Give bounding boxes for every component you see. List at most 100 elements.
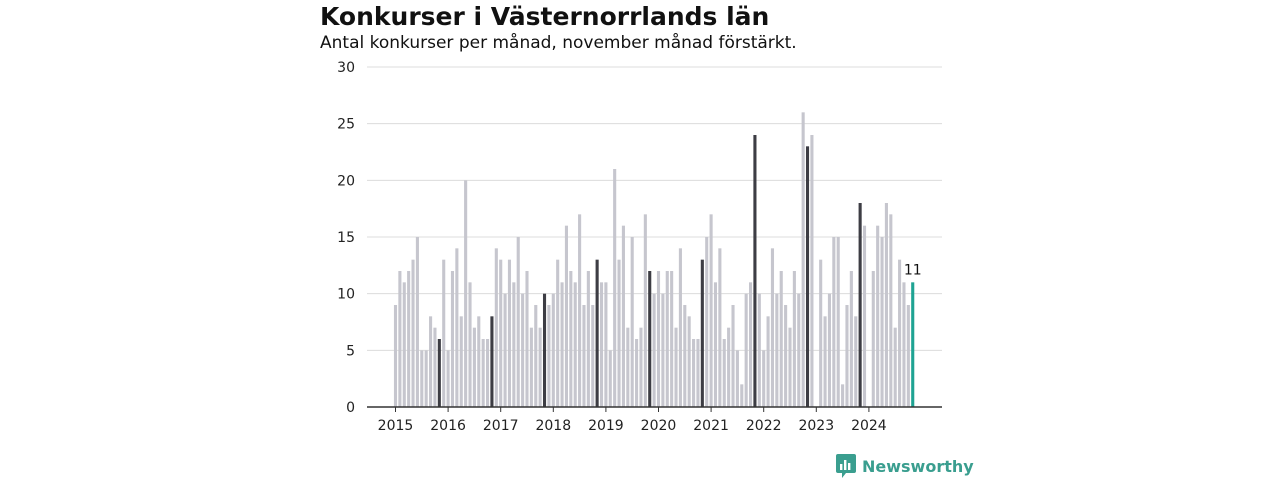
bar bbox=[696, 339, 700, 407]
bar bbox=[692, 339, 696, 407]
bar bbox=[779, 271, 783, 407]
x-tick-label: 2018 bbox=[535, 418, 571, 434]
bar bbox=[709, 214, 713, 407]
bar bbox=[889, 214, 893, 407]
bar-november bbox=[490, 316, 494, 407]
bar bbox=[643, 214, 647, 407]
bar bbox=[499, 259, 503, 407]
y-tick-label: 20 bbox=[337, 173, 355, 189]
bar bbox=[876, 225, 880, 407]
bar bbox=[788, 327, 792, 407]
bar bbox=[613, 169, 617, 407]
bar bbox=[722, 339, 726, 407]
bar bbox=[823, 316, 827, 407]
bar-november bbox=[437, 339, 441, 407]
bar bbox=[424, 350, 428, 407]
bar bbox=[415, 237, 419, 407]
x-tick-label: 2017 bbox=[483, 418, 519, 434]
bar bbox=[713, 282, 718, 407]
bar bbox=[604, 282, 608, 407]
bar bbox=[411, 259, 415, 407]
bar bbox=[740, 384, 744, 407]
bar bbox=[880, 237, 884, 407]
bar bbox=[862, 225, 867, 407]
bar bbox=[481, 339, 485, 407]
bar-november bbox=[858, 203, 862, 407]
bar bbox=[503, 293, 507, 407]
bar bbox=[810, 135, 814, 407]
x-tick-label: 2023 bbox=[798, 418, 834, 434]
bar bbox=[871, 271, 875, 407]
bar bbox=[832, 237, 836, 407]
bar bbox=[705, 237, 709, 407]
bar bbox=[683, 305, 687, 407]
bars bbox=[393, 112, 915, 407]
bar bbox=[757, 293, 761, 407]
bar bbox=[661, 293, 665, 407]
bar bbox=[836, 237, 840, 407]
bar bbox=[770, 248, 775, 407]
bar bbox=[538, 327, 542, 407]
bar bbox=[674, 327, 678, 407]
bar bbox=[635, 339, 639, 407]
bar bbox=[573, 282, 577, 407]
newsworthy-logo-icon bbox=[836, 454, 856, 478]
bar bbox=[551, 293, 555, 407]
bar bbox=[678, 248, 682, 407]
bar bbox=[420, 350, 424, 407]
bar bbox=[718, 248, 722, 407]
bar-latest bbox=[911, 282, 915, 407]
bar-november bbox=[648, 271, 652, 407]
x-axis: 2015 2016 2017 2018 2019 2020 2021 2022 2023 2024 bbox=[367, 406, 942, 434]
bar bbox=[446, 350, 450, 407]
x-tick-label: 2019 bbox=[588, 418, 624, 434]
y-tick-label: 10 bbox=[337, 287, 355, 303]
bar bbox=[569, 271, 573, 407]
bar bbox=[556, 259, 560, 407]
bar bbox=[639, 327, 643, 407]
bar bbox=[560, 282, 564, 407]
bar bbox=[766, 316, 770, 407]
bar bbox=[797, 293, 801, 407]
bar bbox=[512, 282, 516, 407]
bar bbox=[407, 271, 411, 407]
bar bbox=[727, 327, 731, 407]
bar bbox=[591, 305, 595, 407]
x-tick-label: 2015 bbox=[378, 418, 414, 434]
bar-november bbox=[595, 259, 599, 407]
bar bbox=[849, 271, 853, 407]
chart-title: Konkurser i Västernorrlands län bbox=[320, 2, 770, 31]
bar bbox=[902, 282, 906, 407]
bar bbox=[534, 305, 538, 407]
bar bbox=[626, 327, 630, 407]
bar bbox=[906, 305, 910, 407]
bar bbox=[393, 305, 398, 407]
bar bbox=[429, 316, 433, 407]
bar bbox=[398, 271, 402, 407]
y-tick-label: 25 bbox=[337, 117, 355, 133]
bar bbox=[630, 237, 634, 407]
x-tick-label: 2024 bbox=[851, 418, 887, 434]
bar bbox=[608, 350, 612, 407]
bar bbox=[665, 271, 669, 407]
x-tick-label: 2021 bbox=[693, 418, 729, 434]
bar bbox=[827, 293, 831, 407]
y-tick-label: 5 bbox=[346, 343, 355, 359]
bar bbox=[468, 282, 472, 407]
bar bbox=[819, 259, 823, 407]
bar bbox=[450, 271, 455, 407]
bar bbox=[459, 316, 463, 407]
bar bbox=[464, 180, 468, 407]
bar bbox=[893, 327, 897, 407]
newsworthy-brand[interactable]: Newsworthy bbox=[836, 454, 974, 478]
bar bbox=[731, 305, 735, 407]
bar bbox=[529, 327, 533, 407]
bar bbox=[599, 282, 604, 407]
bar bbox=[521, 293, 525, 407]
bar bbox=[687, 316, 691, 407]
bar bbox=[884, 203, 888, 407]
bar bbox=[507, 259, 512, 407]
x-tick-label: 2020 bbox=[641, 418, 677, 434]
data-labels: 11 bbox=[904, 262, 922, 278]
